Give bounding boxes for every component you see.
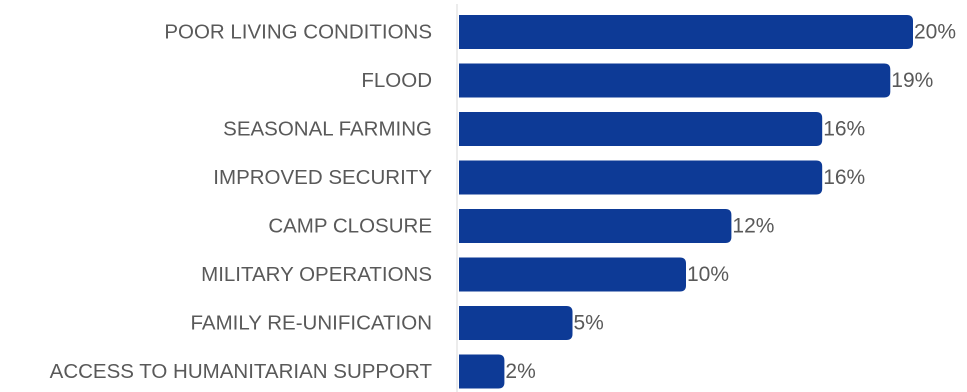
- value-label-military-operations: 10%: [687, 263, 729, 286]
- bar-family-re-unification: [459, 306, 573, 340]
- bar-flood: [459, 63, 891, 98]
- value-label-access-to-humanitarian-support: 2%: [505, 360, 535, 383]
- value-label-family-re-unification: 5%: [574, 312, 604, 335]
- category-label-seasonal-farming: SEASONAL FARMING: [223, 118, 432, 141]
- bar-access-to-humanitarian-support: [459, 354, 505, 389]
- bar-poor-living-conditions: [459, 15, 913, 49]
- value-labels-layer: 20% 19% 16% 16% 12% 10% 5% 2%: [505, 21, 956, 384]
- category-labels-layer: POOR LIVING CONDITIONS FLOOD SEASONAL FARM…: [50, 21, 433, 384]
- value-label-poor-living-conditions: 20%: [914, 21, 956, 44]
- bar-camp-closure: [459, 209, 732, 243]
- category-label-flood: FLOOD: [361, 69, 432, 92]
- value-label-improved-security: 16%: [823, 166, 865, 189]
- bars-layer: [459, 15, 913, 389]
- bar-military-operations: [459, 257, 686, 292]
- category-label-camp-closure: CAMP CLOSURE: [268, 215, 432, 238]
- category-label-improved-security: IMPROVED SECURITY: [213, 166, 432, 189]
- bar-seasonal-farming: [459, 112, 823, 146]
- category-label-poor-living-conditions: POOR LIVING CONDITIONS: [164, 21, 432, 44]
- value-label-camp-closure: 12%: [732, 215, 774, 238]
- value-label-flood: 19%: [891, 69, 933, 92]
- category-label-military-operations: MILITARY OPERATIONS: [201, 263, 432, 286]
- value-label-seasonal-farming: 16%: [823, 118, 865, 141]
- category-label-family-re-unification: FAMILY RE-UNIFICATION: [191, 312, 432, 335]
- category-label-access-to-humanitarian-support: ACCESS TO HUMANITARIAN SUPPORT: [50, 360, 433, 383]
- bar-improved-security: [459, 160, 823, 195]
